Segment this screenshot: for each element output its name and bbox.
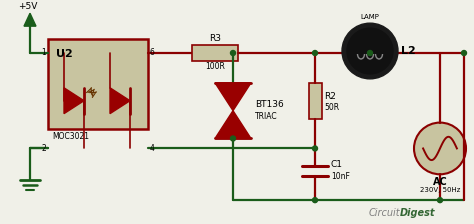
Circle shape: [414, 123, 466, 174]
FancyBboxPatch shape: [48, 39, 148, 129]
Text: 10nF: 10nF: [331, 172, 350, 181]
Text: L2: L2: [401, 46, 416, 56]
Text: R3: R3: [209, 34, 221, 43]
Text: R2: R2: [324, 92, 336, 101]
FancyBboxPatch shape: [309, 83, 322, 119]
Polygon shape: [64, 88, 84, 114]
Polygon shape: [215, 83, 251, 111]
Circle shape: [230, 51, 236, 56]
Text: LAMP: LAMP: [361, 14, 380, 20]
Circle shape: [347, 28, 393, 74]
Text: Circuit: Circuit: [368, 208, 400, 218]
Circle shape: [230, 136, 236, 141]
Text: 1: 1: [41, 49, 46, 58]
Text: 230V, 50Hz: 230V, 50Hz: [420, 187, 460, 193]
Circle shape: [342, 23, 398, 79]
Text: 100R: 100R: [205, 62, 225, 71]
Text: 50R: 50R: [324, 103, 339, 112]
Text: Digest: Digest: [400, 208, 436, 218]
Circle shape: [312, 51, 318, 56]
Text: +5V: +5V: [18, 2, 38, 11]
Text: 6: 6: [150, 49, 155, 58]
Text: U2: U2: [56, 49, 73, 59]
Text: 2: 2: [41, 144, 46, 153]
Polygon shape: [110, 88, 130, 114]
Circle shape: [312, 146, 318, 151]
Circle shape: [438, 198, 443, 203]
Text: MOC3021: MOC3021: [52, 131, 89, 140]
FancyBboxPatch shape: [192, 45, 238, 61]
Text: AC: AC: [433, 177, 447, 187]
Circle shape: [462, 51, 466, 56]
Text: TRIAC: TRIAC: [255, 112, 278, 121]
Text: 4: 4: [150, 144, 155, 153]
Circle shape: [312, 198, 318, 203]
Text: C1: C1: [331, 160, 343, 169]
Polygon shape: [215, 111, 251, 138]
Circle shape: [367, 51, 373, 56]
Text: BT136: BT136: [255, 100, 284, 109]
Polygon shape: [24, 13, 36, 26]
